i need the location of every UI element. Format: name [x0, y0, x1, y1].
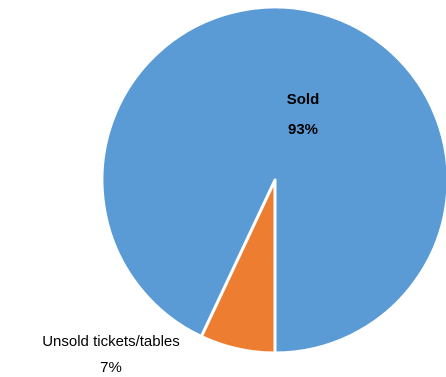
- pie-slices: [100, 5, 446, 355]
- slice-label-unsold-name: Unsold tickets/tables: [42, 333, 180, 350]
- slice-label-sold: Sold 93%: [287, 91, 320, 138]
- slice-label-unsold-percent: 7%: [100, 359, 122, 376]
- slice-label-sold-name: Sold: [287, 91, 320, 108]
- slice-label-unsold: Unsold tickets/tables 7%: [42, 333, 180, 376]
- pie-slice-sold: [100, 5, 446, 355]
- slice-label-sold-percent: 93%: [288, 121, 318, 138]
